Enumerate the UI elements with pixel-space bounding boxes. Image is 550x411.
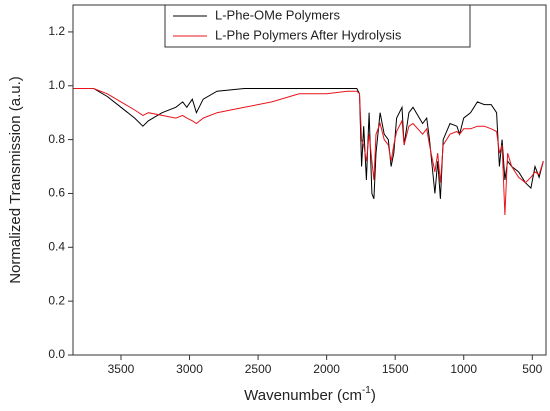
legend-box — [164, 4, 471, 48]
x-tick-label: 1500 — [382, 362, 409, 376]
series-line — [73, 88, 544, 216]
y-tick-label: 1.2 — [48, 24, 65, 38]
x-tick-label: 2000 — [313, 362, 340, 376]
x-tick-label: 500 — [522, 362, 542, 376]
legend-label: L-Phe Polymers After Hydrolysis — [215, 27, 402, 42]
y-tick-label: 0.8 — [48, 132, 65, 146]
x-tick-label: 3500 — [108, 362, 135, 376]
y-axis-title: Normalized Transmission (a.u.) — [7, 76, 24, 284]
y-tick-label: 1.0 — [48, 78, 65, 92]
x-tick-label: 1000 — [450, 362, 477, 376]
x-axis-title-part: Wavenumber (cm — [244, 387, 362, 404]
x-tick-label: 3000 — [176, 362, 203, 376]
legend-label: L-Phe-OMe Polymers — [215, 7, 340, 22]
y-tick-label: 0.6 — [48, 186, 65, 200]
y-tick-label: 0.4 — [48, 239, 65, 253]
x-tick-label: 2500 — [245, 362, 272, 376]
y-tick-label: 0.0 — [48, 347, 65, 361]
x-axis-title: Wavenumber (cm-1) — [244, 385, 376, 404]
x-axis-title-part: ) — [371, 387, 376, 404]
plot-frame — [72, 4, 547, 356]
y-tick-label: 0.2 — [48, 293, 65, 307]
x-axis-title-sup: -1 — [362, 385, 371, 396]
series-line — [73, 88, 544, 199]
